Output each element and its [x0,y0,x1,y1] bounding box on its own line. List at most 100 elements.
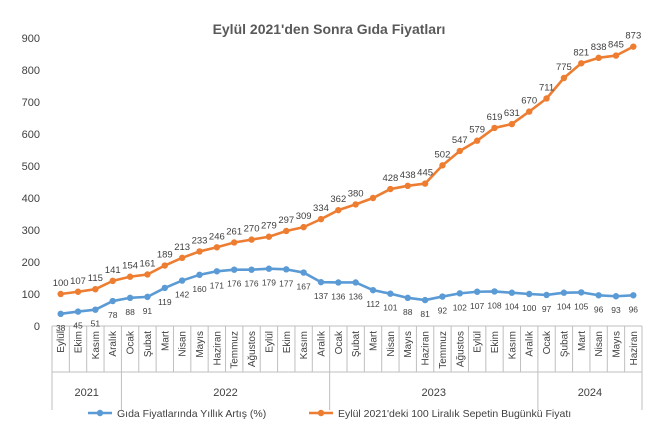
data-label-annual-increase: 97 [542,304,552,314]
y-tick-label: 200 [22,257,40,269]
data-label-annual-increase: 142 [175,290,189,300]
data-label-basket-price: 428 [382,173,398,184]
data-point-annual-increase [178,277,186,284]
data-label-annual-increase: 100 [522,303,536,313]
data-label-basket-price: 845 [608,40,624,51]
x-tick-label: Kasım [507,331,518,359]
x-tick-label: Nisan [594,331,605,357]
data-label-annual-increase: 91 [143,306,153,316]
data-point-annual-increase [74,308,82,315]
x-tick-label: Mart [160,331,171,351]
data-point-basket-price [265,233,273,240]
legend-label: Gıda Fiyatlarında Yıllık Artış (%) [117,408,266,420]
data-point-basket-price [231,239,238,246]
data-label-basket-price: 547 [452,135,468,146]
x-tick-label: Mart [577,331,588,351]
data-point-annual-increase [300,269,307,276]
x-tick-label: Mayıs [611,331,622,358]
x-tick-label: Ekim [490,331,501,353]
data-label-annual-increase: 101 [383,303,397,313]
data-label-annual-increase: 88 [403,307,413,317]
data-label-annual-increase: 102 [453,302,467,312]
data-point-annual-increase [543,291,550,299]
data-label-basket-price: 107 [70,276,86,287]
series-line-annual-increase [59,267,635,316]
data-point-basket-price [578,60,585,67]
x-tick-label: Ekim [282,331,293,353]
data-point-annual-increase [317,278,325,286]
x-tick-label: Haziran [212,331,223,365]
x-tick-label: Ocak [334,330,345,354]
x-tick-label: Şubat [143,331,154,357]
data-point-basket-price [543,95,550,102]
data-label-basket-price: 438 [400,170,416,181]
data-label-annual-increase: 136 [349,291,363,301]
data-point-basket-price [317,215,325,223]
data-label-basket-price: 380 [348,188,364,199]
data-point-annual-increase [196,271,203,278]
data-point-basket-price [335,206,342,214]
data-point-annual-increase [265,265,273,272]
data-label-annual-increase: 92 [438,306,448,316]
data-label-annual-increase: 160 [192,284,206,294]
data-point-annual-increase [213,268,221,275]
y-tick-label: 300 [22,225,40,237]
data-label-annual-increase: 96 [629,304,639,314]
y-tick-label: 700 [22,97,40,109]
y-tick-label: 600 [22,129,40,141]
x-tick-label: Ocak [126,330,137,354]
data-label-annual-increase: 105 [574,301,588,311]
data-point-basket-price [196,248,203,255]
data-label-basket-price: 279 [261,221,277,232]
data-point-basket-price [369,194,377,202]
chart-title: Eylül 2021'den Sonra Gıda Fiyatları [213,21,446,37]
x-tick-label: Haziran [629,331,640,365]
data-point-annual-increase [352,279,359,286]
data-label-annual-increase: 81 [420,309,430,319]
data-point-basket-price [144,271,151,278]
data-label-annual-increase: 137 [314,291,328,301]
x-tick-label: Aralık [108,330,119,357]
data-point-basket-price [126,273,134,280]
data-point-basket-price [404,182,411,190]
data-point-basket-price [178,254,186,262]
x-tick-label: Kasım [299,331,310,359]
data-point-annual-increase [578,289,585,296]
data-label-basket-price: 189 [157,250,173,261]
data-point-basket-price [352,201,359,208]
data-point-basket-price [473,137,481,144]
data-label-basket-price: 261 [226,226,242,237]
data-label-basket-price: 631 [504,108,520,119]
data-point-annual-increase [126,294,134,302]
data-label-basket-price: 579 [469,125,485,136]
data-label-basket-price: 670 [521,96,537,107]
data-point-annual-increase [144,293,151,301]
data-point-annual-increase [404,294,411,302]
data-point-basket-price [456,147,463,155]
data-label-annual-increase: 93 [611,305,621,315]
x-tick-label: Ağustos [247,331,258,367]
data-label-basket-price: 309 [296,211,312,222]
data-point-basket-price [387,185,394,193]
data-label-annual-increase: 176 [227,279,241,289]
series-line-basket-price [59,45,635,296]
data-point-basket-price [109,277,116,285]
data-label-basket-price: 100 [53,278,69,289]
x-tick-label: Aralık [525,330,536,357]
data-label-annual-increase: 45 [73,321,83,331]
data-label-annual-increase: 38 [56,323,66,333]
data-point-basket-price [526,108,533,115]
y-tick-label: 800 [22,65,40,77]
x-tick-label: Aralık [316,330,327,357]
x-tick-label: Ağustos [455,331,466,367]
data-point-basket-price [283,227,290,235]
data-label-basket-price: 270 [244,224,260,235]
data-point-annual-increase [387,290,394,297]
x-tick-label: Ocak [542,330,553,354]
data-label-annual-increase: 96 [594,304,604,314]
data-label-annual-increase: 179 [262,278,276,288]
data-point-annual-increase [231,266,238,273]
